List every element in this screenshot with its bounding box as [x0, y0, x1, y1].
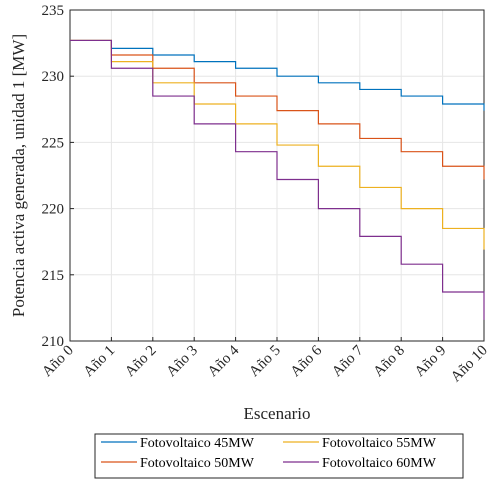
y-tick-label: 225 — [42, 135, 65, 151]
x-tick-label: Año 7 — [329, 342, 367, 380]
x-tick-label: Año 9 — [412, 343, 450, 381]
x-tick-label: Año 10 — [448, 343, 491, 386]
x-tick-label: Año 8 — [370, 343, 408, 381]
x-tick-label: Año 4 — [205, 342, 243, 380]
x-tick-label: Año 2 — [122, 343, 160, 381]
y-axis-label: Potencia activa generada, unidad 1 [MW] — [9, 34, 28, 317]
x-tick-label: Año 5 — [246, 343, 284, 381]
y-tick-label: 235 — [42, 3, 65, 19]
y-tick-label: 215 — [42, 268, 65, 284]
legend-label: Fotovoltaico 55MW — [322, 436, 437, 451]
y-tick-label: 230 — [42, 69, 65, 85]
legend: Fotovoltaico 45MW Fotovoltaico 50MW Fotovo… — [95, 434, 463, 478]
y-tick-label: 220 — [42, 202, 65, 218]
legend-label: Fotovoltaico 45MW — [140, 436, 255, 451]
x-tick-label: Año 1 — [81, 343, 119, 381]
x-axis-label: Escenario — [243, 404, 310, 423]
x-tick-label: Año 6 — [288, 342, 326, 380]
legend-label: Fotovoltaico 50MW — [140, 456, 255, 471]
x-tick-label: Año 3 — [163, 343, 201, 381]
x-axis: Año 0 Año 1 Año 2 Año 3 Año 4 Año 5 Año 6 Año 7… — [39, 337, 491, 385]
legend-label: Fotovoltaico 60MW — [322, 456, 437, 471]
